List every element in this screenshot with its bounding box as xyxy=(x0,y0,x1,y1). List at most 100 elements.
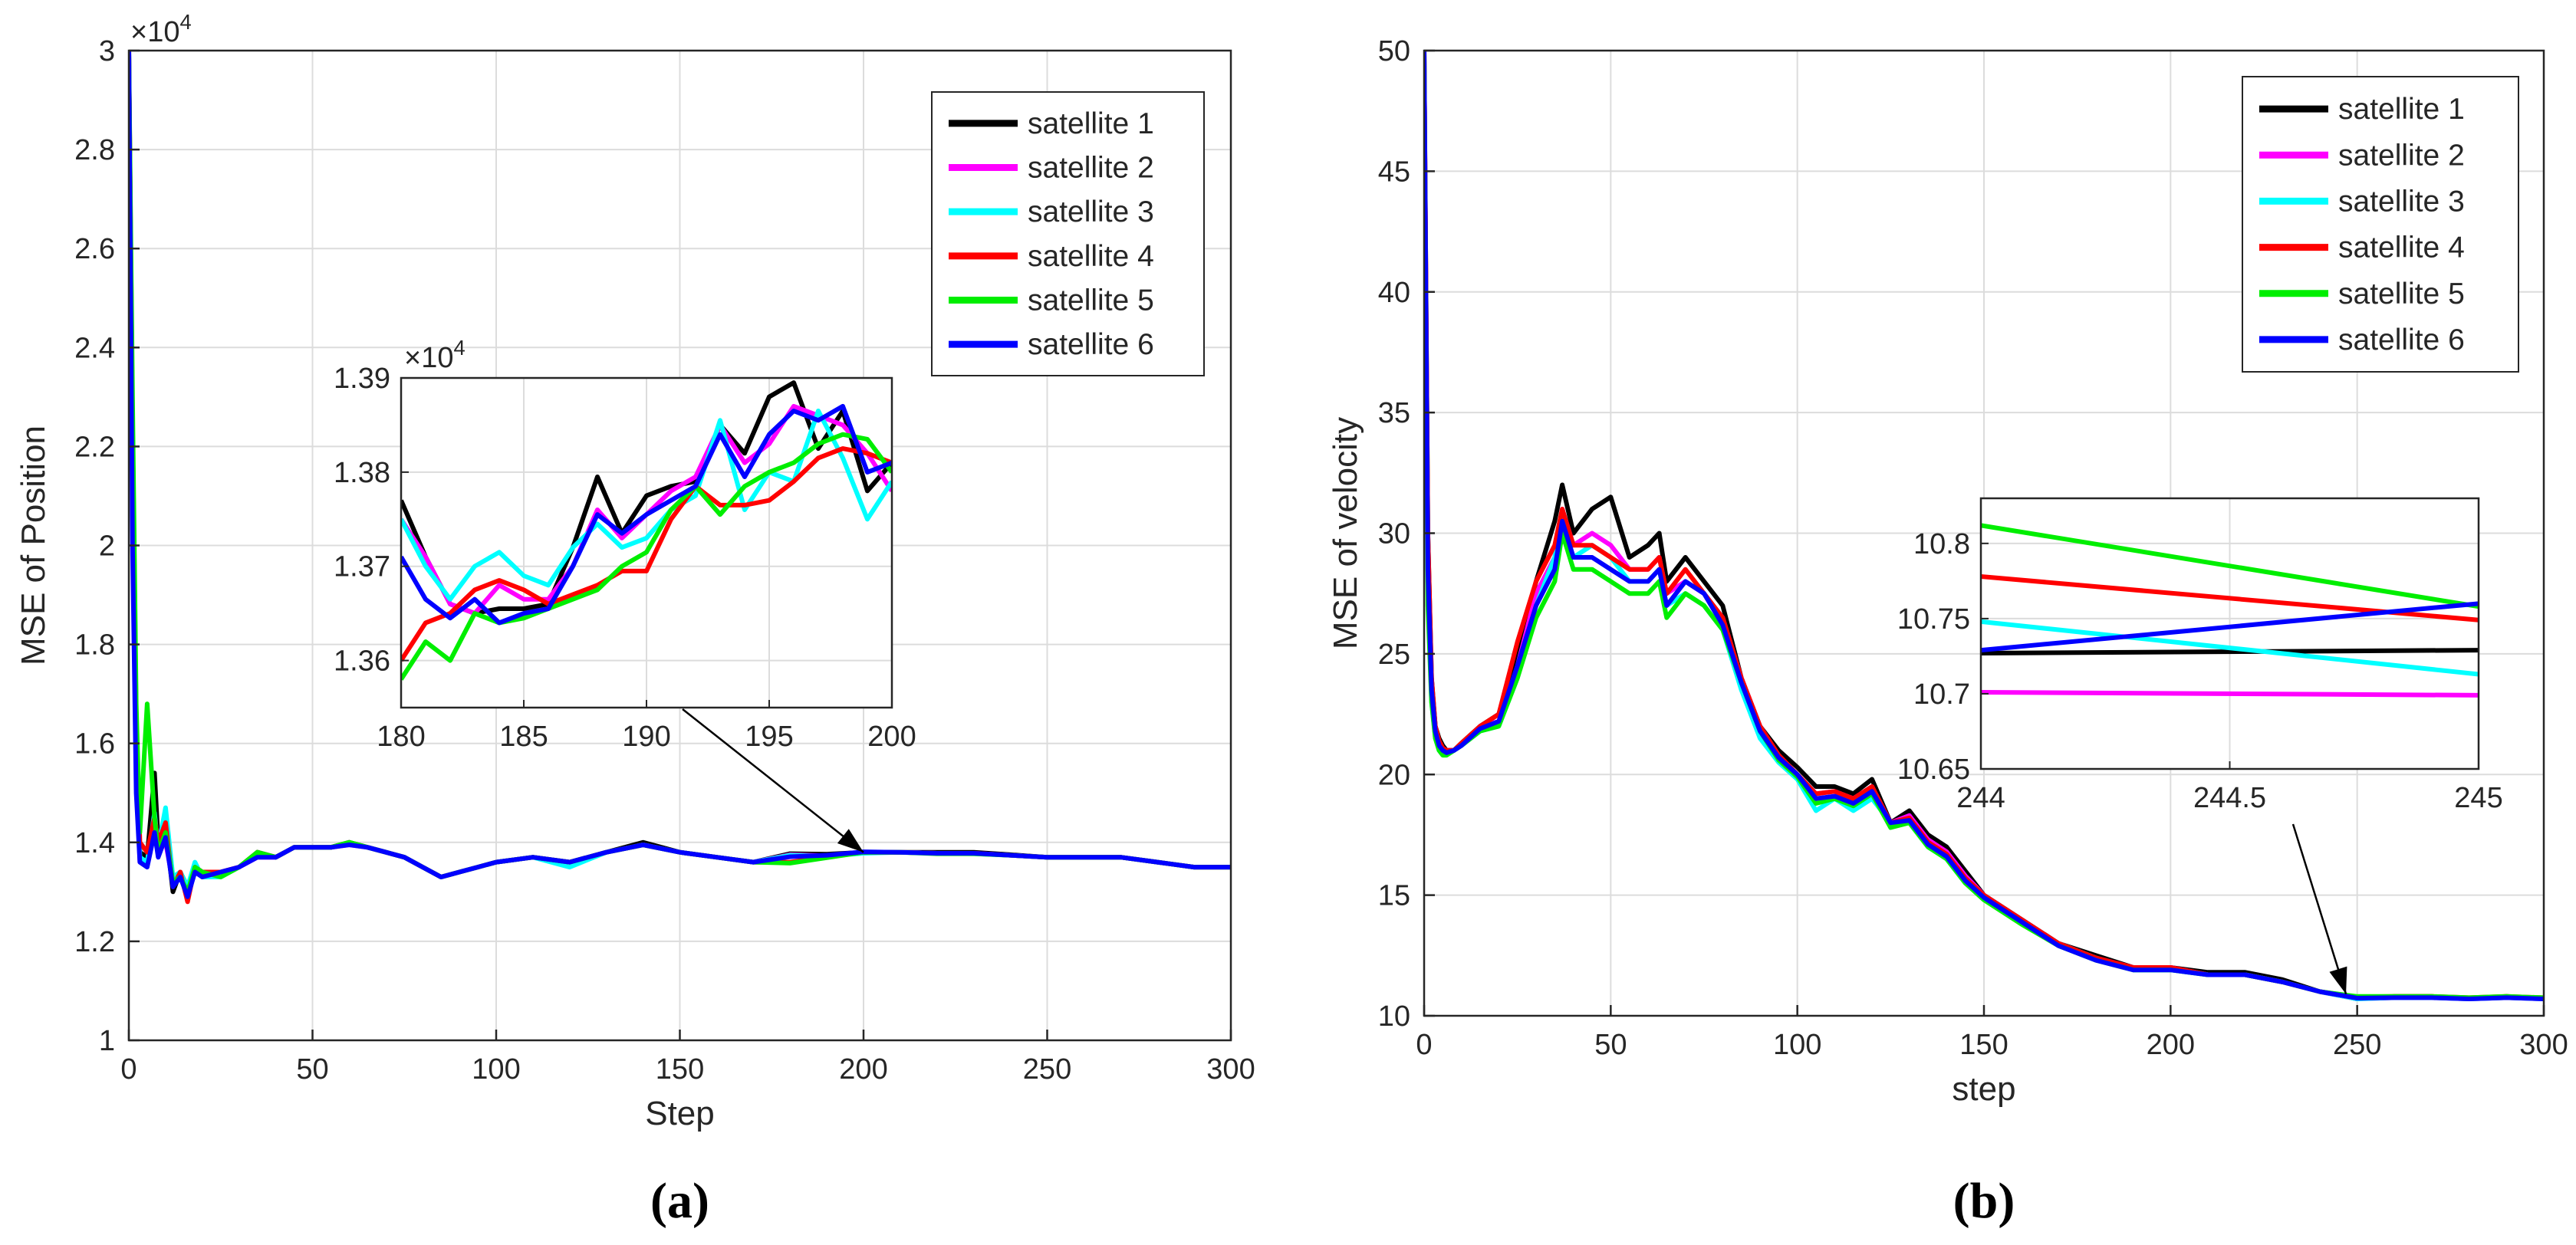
zoom-arrow-head xyxy=(2329,966,2347,994)
legend-label-satellite-6: satellite 6 xyxy=(1028,328,1154,361)
inset-line-satellite-2 xyxy=(1981,690,2479,698)
y-tick-label: 35 xyxy=(1378,397,1410,429)
y-tick-label: 2.6 xyxy=(74,233,115,265)
inset-y-tick-label: 1.37 xyxy=(334,551,390,583)
legend-label-satellite-5: satellite 5 xyxy=(2338,278,2465,310)
y-tick-label: 50 xyxy=(1378,35,1410,67)
x-tick-label: 250 xyxy=(2333,1029,2381,1061)
zoom-arrow-head xyxy=(837,829,864,852)
series-line-satellite-6 xyxy=(1424,51,2544,1001)
y-tick-label: 10 xyxy=(1378,1000,1410,1033)
y-tick-label: 2 xyxy=(99,531,115,563)
x-tick-label: 0 xyxy=(120,1053,137,1086)
inset-x-tick-label: 244 xyxy=(1956,782,2005,814)
x-tick-label: 50 xyxy=(1594,1029,1627,1061)
series-group xyxy=(1424,51,2544,1001)
x-tick-label: 300 xyxy=(2519,1029,2568,1061)
inset-x-tick-label: 200 xyxy=(867,721,916,753)
inset-x-tick-label: 185 xyxy=(499,721,548,753)
x-tick-label: 100 xyxy=(1773,1029,1821,1061)
panel-label: (b) xyxy=(1953,1173,2015,1229)
x-tick-label: 100 xyxy=(472,1053,520,1086)
inset-line-satellite-4 xyxy=(401,446,892,662)
y-tick-label: 40 xyxy=(1378,277,1410,309)
y-exponent-power: 4 xyxy=(179,10,191,34)
zoom-arrow-line xyxy=(2291,823,2347,995)
x-tick-label: 200 xyxy=(839,1053,887,1086)
series-line-satellite-6 xyxy=(129,51,1231,899)
y-tick-label: 25 xyxy=(1378,639,1410,671)
y-axis-label: MSE of velocity xyxy=(1327,417,1364,649)
inset-x-tick-label: 180 xyxy=(377,721,425,753)
zoom-arrow-line xyxy=(682,708,864,853)
inset-y-tick-label: 1.38 xyxy=(334,457,390,489)
panel-label: (a) xyxy=(650,1173,709,1229)
y-tick-label: 1.2 xyxy=(74,926,115,958)
y-tick-label: 3 xyxy=(99,35,115,67)
inset-x-tick-label: 244.5 xyxy=(2193,782,2266,814)
legend-label-satellite-1: satellite 1 xyxy=(2338,93,2465,126)
inset: 244 244.5 245 10.65 10.7 10.75 10.8 xyxy=(1897,497,2503,814)
chart-panel-2: 0 50 100 150 200 250 300 10 15 20 25 30 35 40 45 50 step… xyxy=(1327,35,2568,1229)
y-tick-label: 20 xyxy=(1378,759,1410,791)
inset-series-group xyxy=(1981,523,2479,698)
inset-series-group xyxy=(401,380,892,681)
inset-line-satellite-1 xyxy=(401,380,892,616)
x-axis-label: step xyxy=(1952,1070,2015,1108)
y-tick-label: 1.6 xyxy=(74,728,115,760)
inset-line-satellite-1 xyxy=(1981,648,2479,655)
y-tick-label: 45 xyxy=(1378,156,1410,188)
inset: 180 185 190 195 200 1.36 1.37 1.38 1.39 ×104 xyxy=(334,336,916,753)
y-tick-label: 1.4 xyxy=(74,827,115,859)
inset-line-satellite-6 xyxy=(401,403,892,626)
legend-label-satellite-1: satellite 1 xyxy=(1028,107,1154,140)
inset-line-satellite-3 xyxy=(1981,619,2479,677)
legend-label-satellite-5: satellite 5 xyxy=(1028,284,1154,317)
inset-y-tick-label: 10.65 xyxy=(1897,754,1970,786)
inset-y-exponent-label: ×104 xyxy=(404,336,466,374)
y-tick-label: 1 xyxy=(99,1025,115,1057)
inset-line-satellite-6 xyxy=(1981,601,2479,653)
inset-x-tick-label: 190 xyxy=(622,721,670,753)
inset-y-tick-label: 10.7 xyxy=(1913,678,1970,711)
inset-y-exponent-power: 4 xyxy=(453,336,465,360)
x-tick-label: 50 xyxy=(296,1053,328,1086)
x-axis-label: Step xyxy=(645,1095,715,1132)
y-tick-label: 15 xyxy=(1378,880,1410,912)
inset-y-tick-label: 10.8 xyxy=(1913,528,1970,560)
legend-label-satellite-2: satellite 2 xyxy=(1028,152,1154,185)
y-tick-label: 2.2 xyxy=(74,431,115,463)
y-tick-label: 2.4 xyxy=(74,332,115,364)
x-tick-label: 250 xyxy=(1023,1053,1071,1086)
x-tick-label: 0 xyxy=(1416,1029,1432,1061)
inset-x-tick-label: 245 xyxy=(2454,782,2502,814)
inset-line-satellite-5 xyxy=(1981,523,2479,609)
inset-y-tick-label: 1.36 xyxy=(334,645,390,678)
legend-label-satellite-4: satellite 4 xyxy=(2338,232,2465,264)
x-tick-label: 150 xyxy=(1959,1029,2008,1061)
y-exponent-label: ×104 xyxy=(130,10,192,48)
y-tick-label: 30 xyxy=(1378,518,1410,550)
legend-label-satellite-4: satellite 4 xyxy=(1028,240,1154,273)
x-tick-label: 200 xyxy=(2147,1029,2195,1061)
inset-line-satellite-5 xyxy=(401,432,892,681)
inset-line-satellite-3 xyxy=(401,409,892,602)
chart-panel-1: 0 50 100 150 200 250 300 1 1.2 1.4 1.6 1.8 2 2.2 2.4 2.… xyxy=(15,10,1255,1229)
inset-y-tick-label: 10.75 xyxy=(1897,603,1970,636)
y-axis-label: MSE of Position xyxy=(15,425,52,665)
legend-label-satellite-3: satellite 3 xyxy=(2338,185,2465,218)
legend: satellite 1 satellite 2 satellite 3 satelli… xyxy=(2242,76,2519,373)
inset-y-tick-label: 1.39 xyxy=(334,363,390,395)
legend-label-satellite-3: satellite 3 xyxy=(1028,195,1154,228)
legend-box xyxy=(2242,76,2519,373)
y-tick-label: 1.8 xyxy=(74,629,115,662)
x-tick-label: 150 xyxy=(656,1053,704,1086)
inset-x-tick-label: 195 xyxy=(745,721,793,753)
legend-label-satellite-2: satellite 2 xyxy=(2338,139,2465,172)
legend-label-satellite-6: satellite 6 xyxy=(2338,324,2465,356)
legend-box xyxy=(931,91,1205,376)
x-tick-label: 300 xyxy=(1206,1053,1255,1086)
series-group xyxy=(129,51,1231,905)
y-tick-label: 2.8 xyxy=(74,134,115,166)
